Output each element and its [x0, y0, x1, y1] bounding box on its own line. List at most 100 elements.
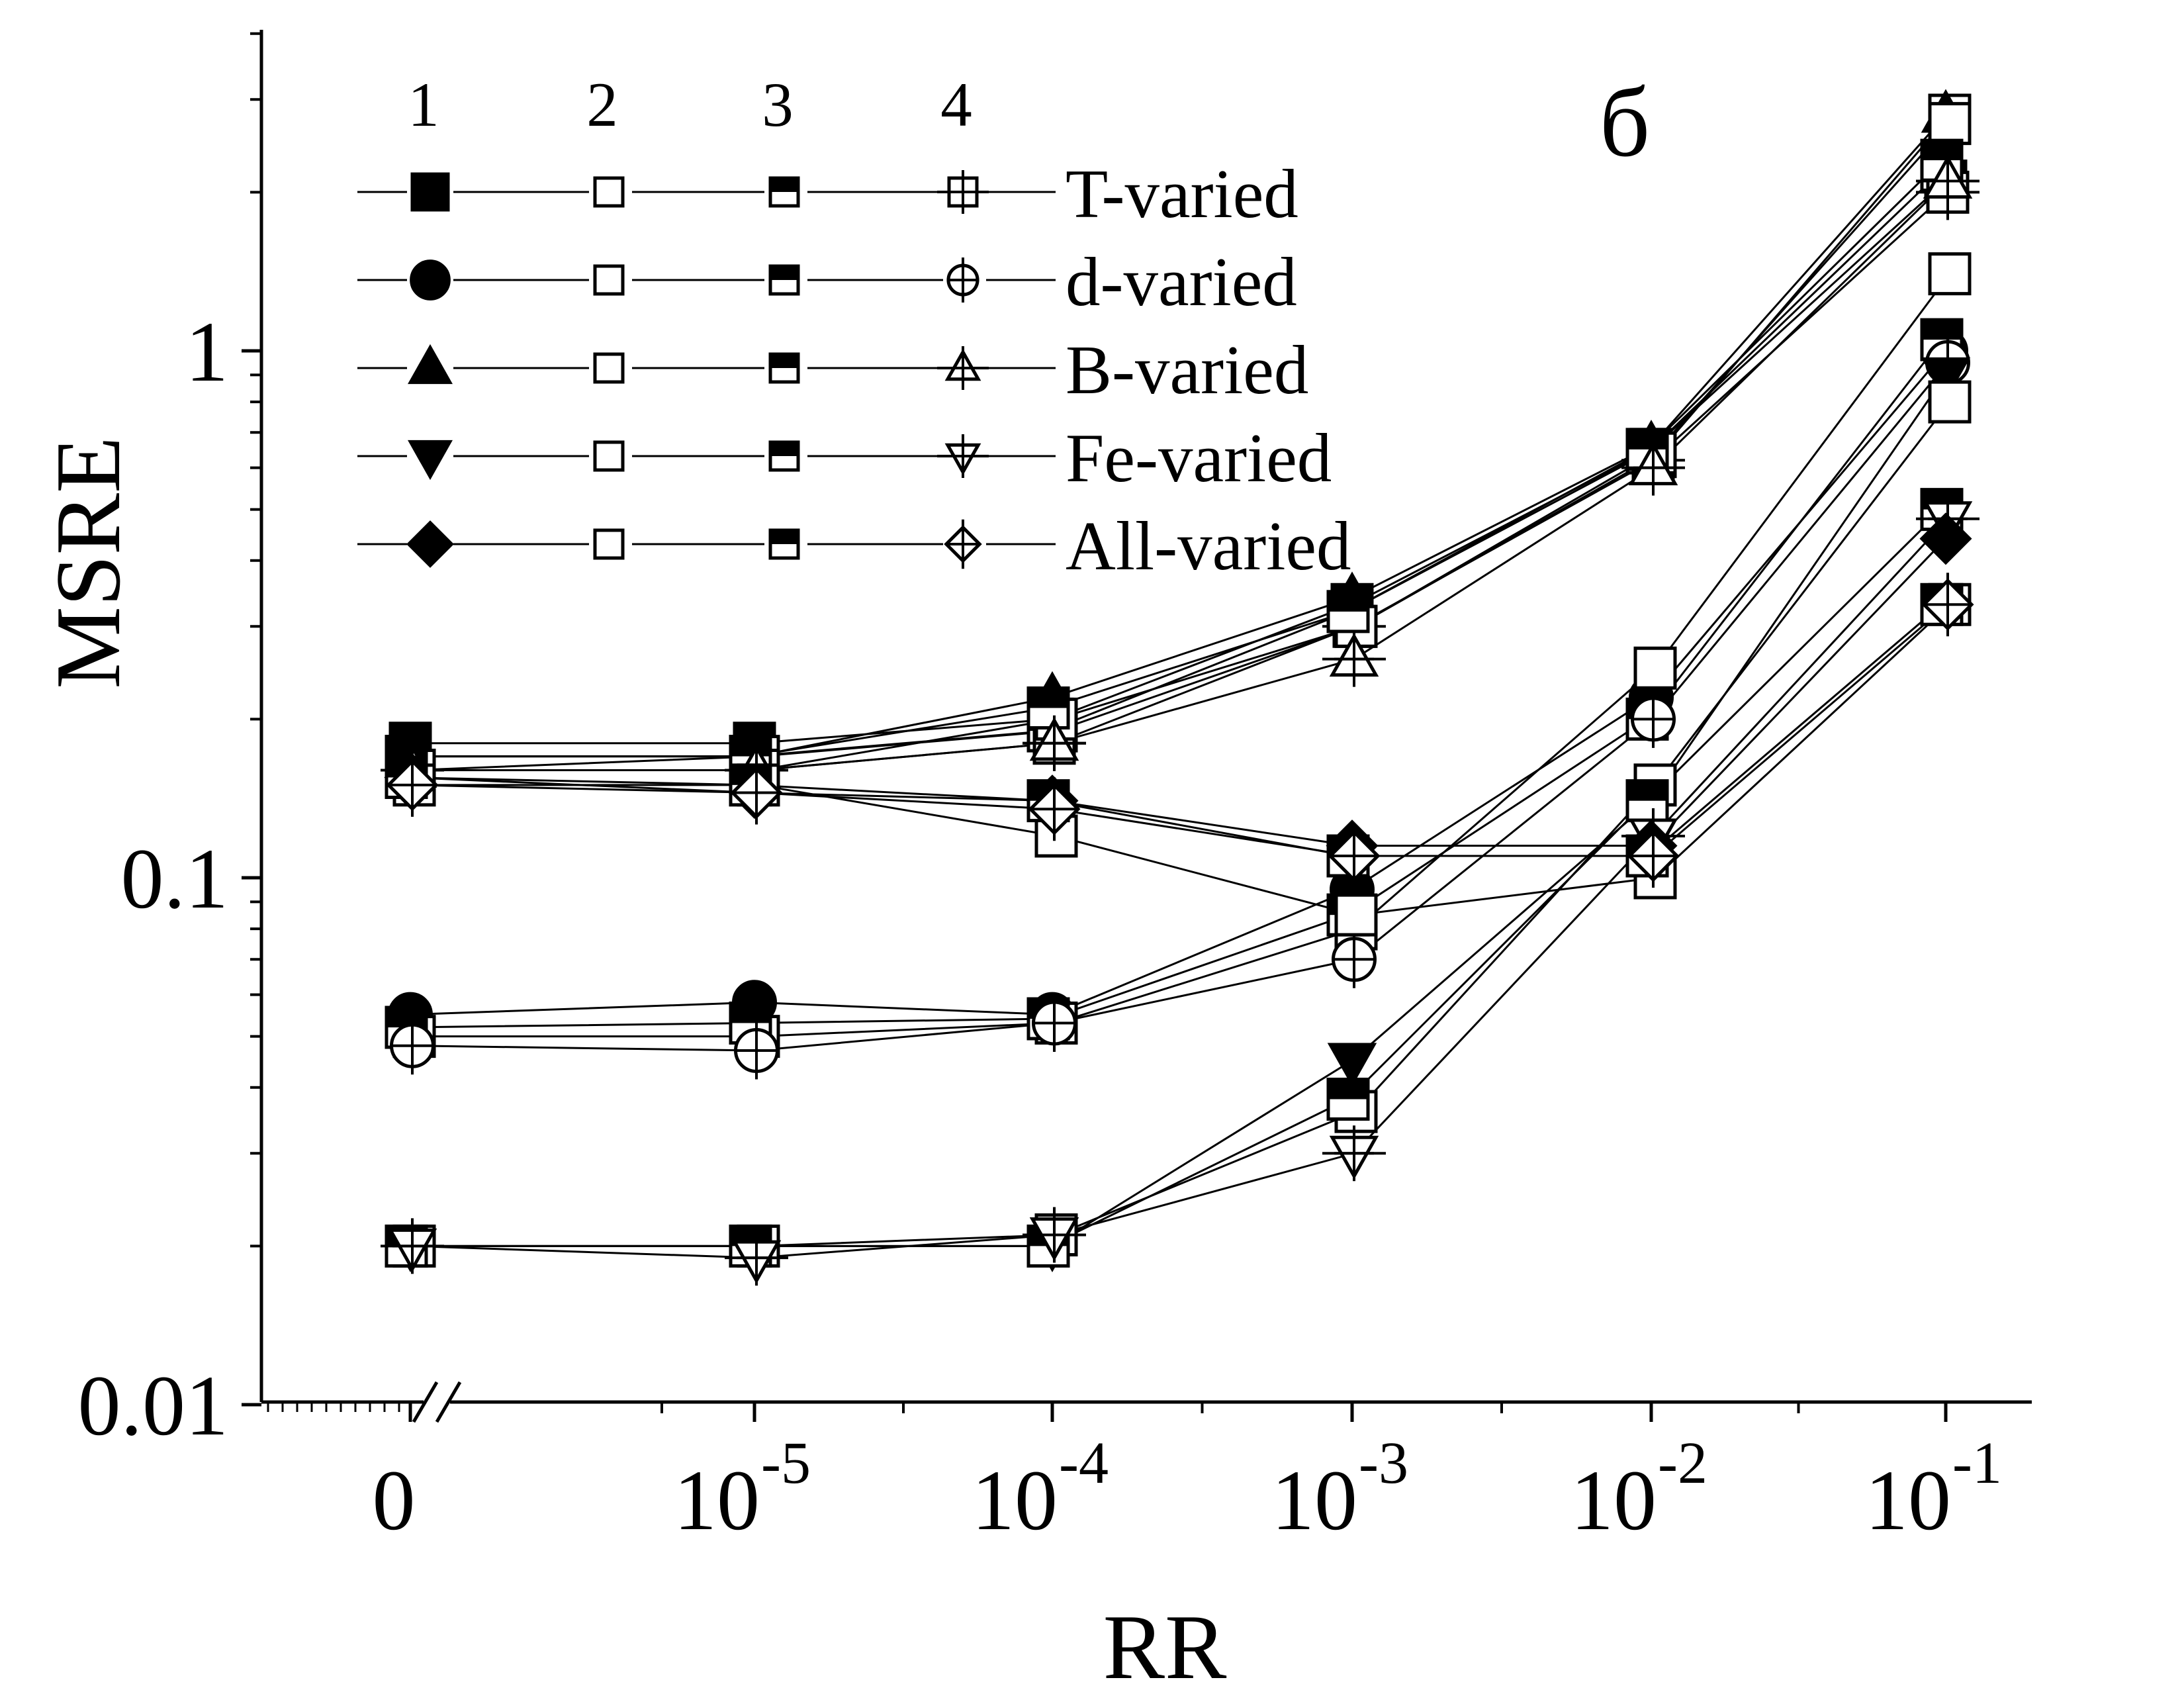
series-line [412, 604, 1948, 857]
x-axis-label: RR [1103, 1596, 1227, 1688]
series-lines [406, 115, 1951, 1259]
y-tick-label: 1 [185, 305, 228, 400]
square-half-marker [1326, 1077, 1370, 1121]
legend-label: B-varied [1066, 331, 1308, 408]
diamond-plus-marker [1328, 824, 1381, 888]
triangle-down-plus-marker [381, 1218, 444, 1274]
circle-plus-marker [1631, 690, 1676, 748]
x-tick-exponent: -1 [1952, 1430, 2002, 1496]
y-axis-label: MSRE [37, 436, 140, 688]
legend-label: Fe-varied [1066, 419, 1332, 496]
legend-label: T-varied [1066, 155, 1298, 232]
series-line [414, 604, 1951, 916]
triangle-up-plus-marker [937, 346, 989, 390]
square-half-marker [768, 176, 800, 208]
triangle-up-plus-marker [1322, 631, 1386, 687]
x-tick-label: 10 [972, 1453, 1058, 1548]
x-tick-exponent: -2 [1658, 1430, 1707, 1496]
diamond-plus-marker [386, 753, 439, 817]
x-tick-label: 10 [1570, 1453, 1657, 1548]
triangle-down-plus-marker [1322, 1125, 1386, 1182]
series-line [406, 508, 1943, 1247]
square-open-marker [1928, 380, 1972, 424]
diamond-plus-marker [1921, 573, 1974, 637]
circle-plus-marker [390, 1017, 435, 1075]
diamond-plus-marker [944, 519, 982, 569]
square-open-marker [593, 352, 625, 384]
triangle-up-plus-marker [1916, 153, 1979, 209]
square-open-marker [593, 176, 625, 208]
circle-plus-marker [946, 257, 979, 303]
series-line [410, 374, 1947, 1247]
y-tick-label: 0.01 [78, 1358, 229, 1454]
panel-label: б [1600, 68, 1650, 177]
axes: 10.10.010 10 -5 10 -4 10 -3 10 -2 10 -1 [78, 30, 2032, 1548]
square-half-marker [1920, 138, 1964, 182]
diamond-filled-marker [1919, 512, 1972, 565]
diamond-plus-marker [730, 761, 783, 825]
square-half-marker [768, 528, 800, 560]
series-line [414, 115, 1951, 772]
square-open-marker [593, 264, 625, 296]
square-half-marker [1026, 686, 1070, 730]
legend: 1 2 3 4 T-varied d-varied B-varied Fe-varied All… [357, 70, 1351, 585]
triangle-down-filled-marker [1327, 1043, 1377, 1087]
triangle-down-plus-marker [937, 434, 989, 478]
series-line [406, 604, 1942, 857]
diamond-filled-marker [406, 520, 454, 568]
square-open-marker [1928, 102, 1972, 146]
x-tick-label: 0 [373, 1453, 416, 1548]
legend-label: d-varied [1066, 243, 1297, 320]
axis-break-mark [435, 1381, 462, 1423]
square-half-marker [768, 352, 800, 384]
circle-filled-marker [410, 259, 451, 301]
series-line [414, 273, 1951, 1038]
x-tick-exponent: -3 [1359, 1430, 1408, 1496]
x-tick-exponent: -4 [1059, 1430, 1109, 1496]
legend-column-header: 2 [586, 70, 618, 140]
triangle-up-plus-marker [1023, 715, 1086, 771]
circle-plus-marker [734, 1021, 779, 1080]
series-line [412, 361, 1949, 1052]
legend-column-header: 3 [762, 70, 794, 140]
triangle-down-filled-marker [408, 440, 453, 481]
circle-plus-marker [1032, 994, 1077, 1052]
square-half-marker [768, 264, 800, 296]
square-plus-marker [937, 170, 989, 214]
series-markers [381, 89, 1979, 1286]
x-tick-label: 10 [1271, 1453, 1357, 1548]
axis-break-gap [424, 1397, 450, 1407]
x-tick-label: 10 [674, 1453, 760, 1548]
diamond-plus-marker [1028, 777, 1081, 841]
series-line [412, 180, 1949, 772]
series-line [406, 339, 1943, 1029]
series-line [410, 538, 1947, 847]
square-filled-marker [410, 172, 450, 212]
circle-plus-marker [1332, 930, 1377, 988]
x-tick-exponent: -5 [761, 1430, 811, 1496]
legend-column-header: 1 [408, 70, 439, 140]
square-half-marker [1326, 590, 1370, 633]
square-half-marker [768, 440, 800, 472]
series-line [406, 159, 1943, 758]
x-tick-label: 10 [1865, 1453, 1951, 1548]
diamond-plus-marker [1627, 824, 1680, 888]
square-open-marker [1334, 893, 1378, 937]
square-open-marker [593, 528, 625, 560]
series-line [410, 350, 1947, 1016]
square-open-marker [593, 440, 625, 472]
triangle-up-filled-marker [408, 344, 453, 385]
triangle-up-plus-marker [1621, 440, 1685, 496]
triangle-down-plus-marker [1023, 1207, 1086, 1263]
triangle-down-plus-marker [725, 1230, 788, 1286]
axis-break-mark [412, 1381, 439, 1423]
square-half-marker [1625, 779, 1669, 823]
square-open-marker [1928, 252, 1972, 296]
y-tick-label: 0.1 [121, 831, 229, 927]
triangle-down-filled-marker [1921, 357, 1971, 402]
series-line [412, 518, 1949, 1259]
square-open-marker [1633, 646, 1677, 690]
legend-label: All-varied [1066, 507, 1351, 585]
legend-column-header: 4 [940, 70, 972, 140]
